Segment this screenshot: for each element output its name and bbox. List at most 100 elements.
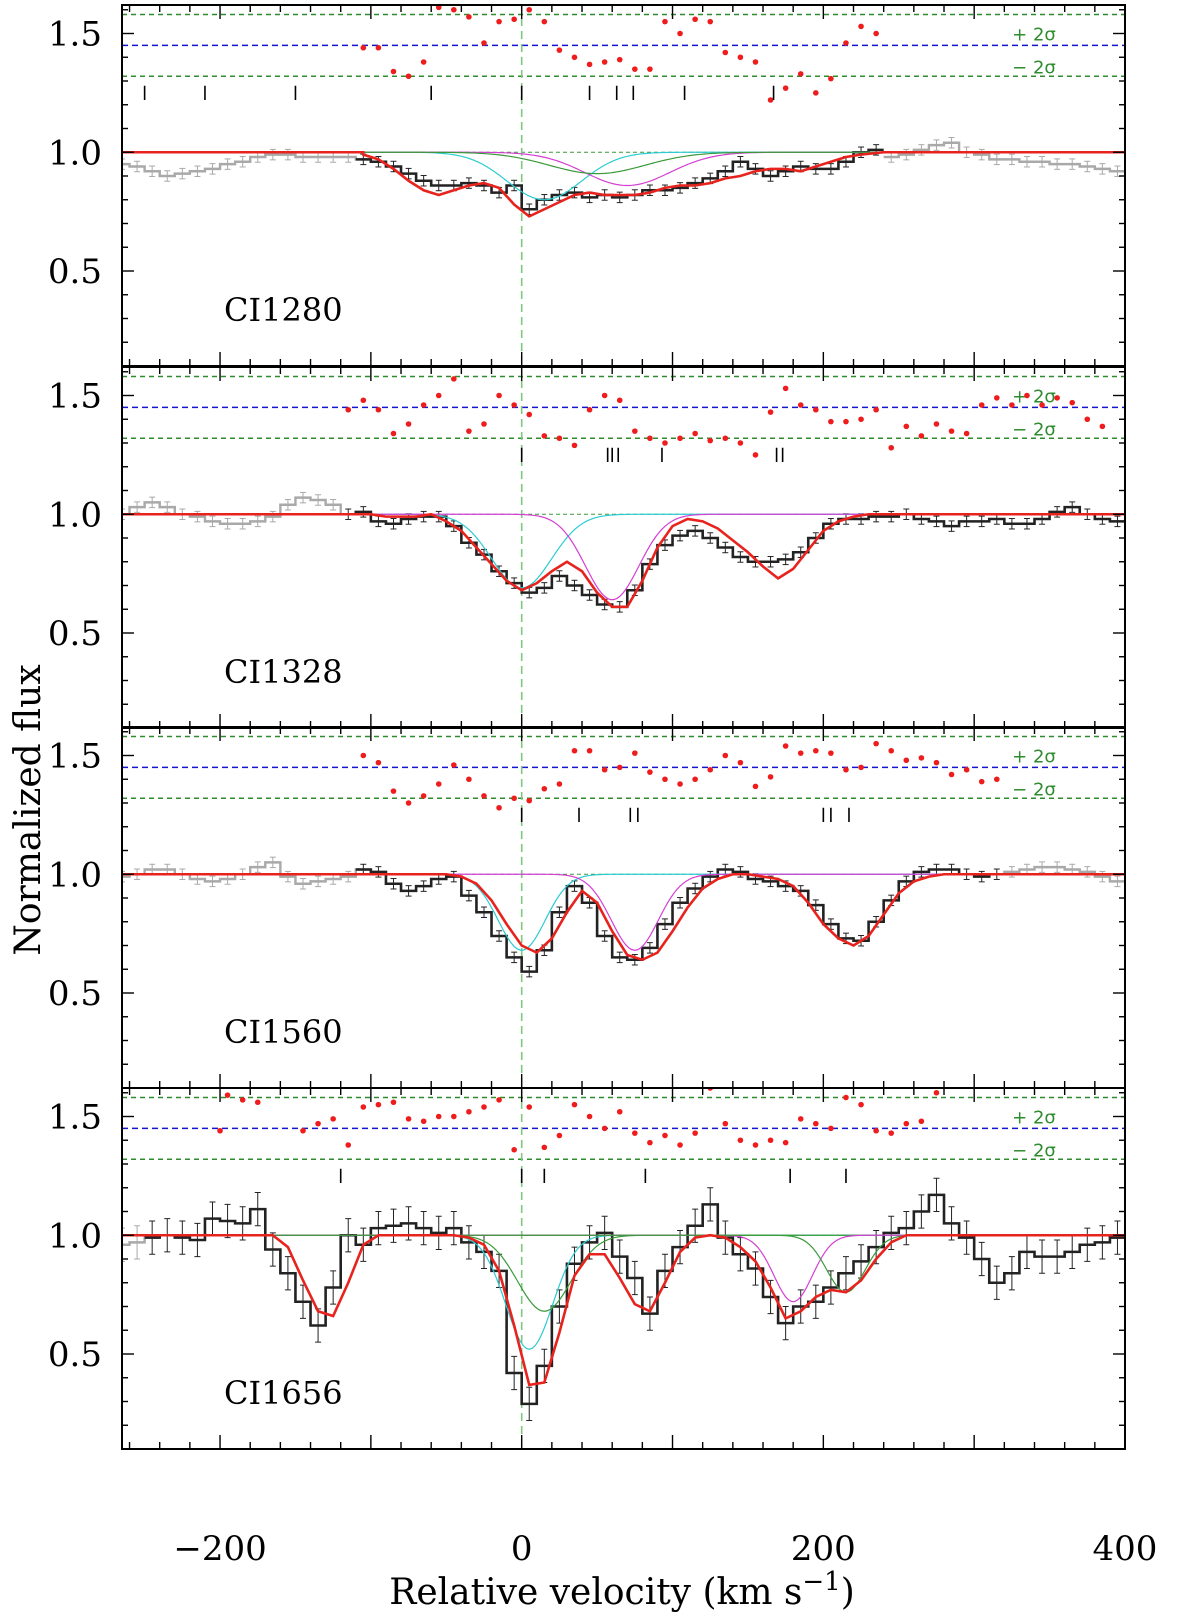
residual-point	[737, 54, 744, 61]
residual-point	[420, 59, 427, 65]
y-tick-label: 1.5	[48, 377, 102, 417]
residual-point	[978, 778, 985, 785]
residual-point	[571, 442, 578, 449]
minus-2-sigma-label: − 2σ	[1012, 779, 1056, 800]
residual-point	[873, 30, 879, 37]
residual-point	[360, 44, 367, 51]
residual-point	[541, 18, 548, 25]
residual-point	[767, 409, 774, 415]
minus-2-sigma-label: − 2σ	[1012, 57, 1056, 78]
residual-point	[300, 1127, 306, 1134]
y-tick-label: 1.5	[48, 1098, 102, 1138]
panel-ci1560: + 2σ − 2σ 0.5 1.0 1.5 CI1560	[48, 726, 1126, 1089]
residual-point	[647, 1139, 653, 1146]
plus-2-sigma-label: + 2σ	[1012, 747, 1056, 768]
y-tick-label: 1.5	[48, 737, 102, 777]
residual-point	[692, 16, 698, 23]
residual-point	[1099, 423, 1106, 430]
residual-point	[616, 397, 623, 404]
residual-point	[541, 433, 548, 439]
y-tick-label: 1.5	[48, 15, 102, 55]
residual-point	[662, 18, 668, 25]
residual-point	[782, 85, 789, 91]
residual-point	[466, 1108, 472, 1115]
residual-point	[556, 1132, 563, 1139]
residual-point	[571, 747, 578, 754]
residual-point	[737, 1137, 744, 1144]
data-histogram-outside-left	[122, 496, 356, 525]
residual-point	[586, 747, 593, 754]
residual-point	[511, 795, 517, 802]
panel-ci1656: + 2σ − 2σ 0.5 1.0 1.5 CI1656	[48, 1087, 1126, 1450]
residual-point	[782, 1139, 789, 1146]
x-tick-label: 200	[791, 1529, 856, 1569]
residual-point	[601, 1125, 608, 1132]
residual-point	[616, 1108, 623, 1115]
panel-label: CI1560	[224, 1013, 343, 1051]
residual-point	[752, 59, 759, 65]
residual-point	[782, 743, 789, 749]
residual-point	[571, 54, 578, 61]
residual-point	[435, 1113, 442, 1120]
residual-point	[390, 68, 397, 75]
residual-point	[993, 776, 1000, 783]
residual-point	[692, 776, 698, 783]
residual-point	[481, 40, 487, 46]
residual-point	[390, 430, 397, 437]
residual-point	[435, 5, 442, 11]
residual-point	[647, 66, 653, 72]
residual-point	[933, 1089, 940, 1096]
residual-point	[496, 804, 502, 811]
panel-plot-area: + 2σ − 2σ	[122, 5, 1125, 366]
residual-point	[918, 433, 925, 439]
panel-plot-area: + 2σ − 2σ	[122, 367, 1125, 728]
residual-point	[616, 764, 623, 771]
residual-point	[677, 781, 683, 787]
data-histogram-outside-right	[989, 865, 1125, 883]
residual-point	[903, 1120, 910, 1127]
residual-point	[224, 1092, 231, 1098]
residual-point	[1069, 399, 1076, 406]
residual-point	[828, 418, 834, 425]
residual-point	[556, 781, 563, 787]
residual-point	[828, 1125, 834, 1132]
residual-point	[677, 30, 683, 37]
residual-point	[843, 1094, 849, 1101]
panel-ci1328: + 2σ − 2σ 0.5 1.0 1.5 CI1328	[48, 366, 1126, 729]
residual-point	[330, 1116, 336, 1122]
plus-2-sigma-label: + 2σ	[1012, 25, 1056, 46]
residual-point	[843, 40, 849, 46]
residual-point	[903, 423, 910, 430]
residual-point	[390, 1099, 397, 1106]
residual-point	[933, 421, 940, 427]
residual-point	[435, 781, 442, 787]
residual-point	[1039, 402, 1045, 408]
y-tick-label: 1.0	[48, 1216, 102, 1256]
residual-point	[647, 435, 653, 442]
residual-point	[375, 44, 382, 51]
residual-point	[843, 766, 849, 773]
residual-point	[511, 1146, 517, 1153]
residual-point	[692, 430, 698, 437]
residual-point	[873, 1127, 879, 1134]
y-tick-label: 0.5	[48, 1335, 102, 1375]
residual-point	[1084, 416, 1091, 423]
residual-point	[405, 1116, 412, 1122]
residual-point	[405, 421, 412, 427]
y-tick-label: 1.0	[48, 855, 102, 895]
y-tick-label: 0.5	[48, 252, 102, 292]
residual-point	[526, 411, 533, 418]
residual-point	[466, 428, 472, 434]
residual-point	[632, 428, 638, 434]
plus-2-sigma-label: + 2σ	[1012, 387, 1056, 408]
residual-point	[722, 752, 729, 759]
residual-point	[767, 774, 774, 780]
residual-point	[707, 437, 714, 444]
residual-point	[797, 402, 804, 408]
y-axis-title: Normalized flux	[8, 664, 49, 955]
residual-point	[360, 397, 367, 404]
panel-plot-area: + 2σ − 2σ	[122, 727, 1125, 1088]
model-fit-line	[122, 1233, 1125, 1387]
residual-point	[933, 759, 940, 766]
